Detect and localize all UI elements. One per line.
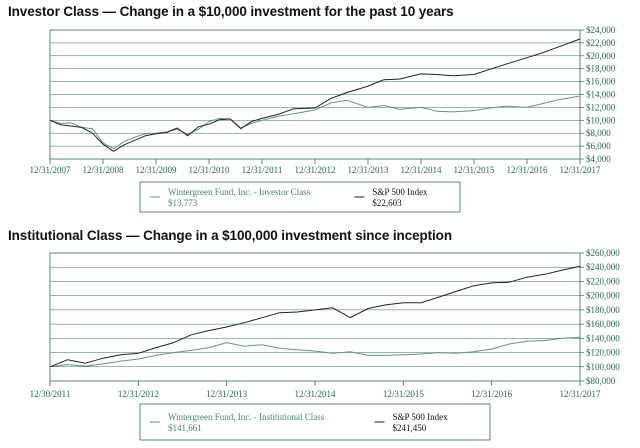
y-tick-label: $160,000 [586, 319, 620, 329]
x-tick-label: 12/31/2016 [506, 165, 548, 175]
y-tick-label: $22,000 [586, 38, 616, 48]
x-tick-label: 12/31/2013 [206, 389, 248, 399]
legend-value-fund: $141,661 [168, 423, 202, 433]
legend-value-sp500: $241,450 [393, 423, 427, 433]
legend-value-fund: $13,773 [168, 198, 198, 208]
y-tick-label: $120,000 [586, 348, 620, 358]
x-tick-label: 12/31/2013 [347, 165, 389, 175]
x-tick-label: 12/31/2007 [29, 165, 71, 175]
x-tick-label: 12/31/2012 [294, 165, 335, 175]
x-tick-label: 12/31/2012 [118, 389, 159, 399]
y-tick-label: $16,000 [586, 77, 616, 87]
x-tick-label: 12/31/2015 [383, 389, 425, 399]
plot-frame [49, 252, 581, 382]
y-tick-label: $260,000 [586, 248, 620, 258]
x-tick-label: 12/31/2014 [294, 389, 336, 399]
y-tick-label: $180,000 [586, 305, 620, 315]
y-tick-label: $6,000 [586, 141, 611, 151]
series-line-fund [49, 95, 581, 150]
y-tick-label: $200,000 [586, 291, 620, 301]
legend-label-fund: Wintergreen Fund, Inc. - Institutional C… [168, 412, 325, 422]
chart-title-investor: Investor Class — Change in a $10,000 inv… [8, 4, 454, 19]
y-tick-label: $100,000 [586, 362, 620, 372]
legend-label-fund: Wintergreen Fund, Inc. - Investor Class [168, 187, 311, 197]
y-tick-label: $12,000 [586, 102, 616, 112]
y-tick-label: $4,000 [586, 154, 611, 164]
y-tick-label: $240,000 [586, 262, 620, 272]
y-tick-label: $24,000 [586, 25, 616, 35]
legend-value-sp500: $22,603 [372, 198, 402, 208]
series-line-sp500 [49, 265, 581, 368]
series-line-fund [49, 336, 581, 368]
x-tick-label: 12/31/2010 [188, 165, 230, 175]
legend-box [139, 403, 491, 441]
y-tick-label: $10,000 [586, 115, 616, 125]
x-tick-label: 12/31/2016 [471, 389, 513, 399]
x-tick-label: 12/31/2017 [559, 389, 601, 399]
y-tick-label: $140,000 [586, 333, 620, 343]
y-tick-label: $220,000 [586, 276, 620, 286]
legend-box [139, 181, 461, 213]
x-tick-label: 12/30/2011 [30, 389, 71, 399]
x-tick-label: 12/31/2008 [82, 165, 124, 175]
chart-title-institutional: Institutional Class — Change in a $100,0… [8, 228, 452, 243]
x-tick-label: 12/31/2009 [135, 165, 177, 175]
legend-label-sp500: S&P 500 Index [393, 412, 449, 422]
y-tick-label: $18,000 [586, 64, 616, 74]
investor-class-chart: $4,000 $6,000 $8,000 $10,000 $12,000 $14,000 $… [29, 25, 616, 213]
x-tick-label: 12/31/2015 [453, 165, 495, 175]
y-tick-label: $8,000 [586, 128, 611, 138]
x-tick-label: 12/31/2017 [559, 165, 601, 175]
series-line-sp500 [49, 38, 581, 152]
legend-label-sp500: S&P 500 Index [372, 187, 428, 197]
y-tick-label: $80,000 [586, 376, 616, 386]
x-tick-label: 12/31/2014 [400, 165, 442, 175]
x-tick-label: 12/31/2011 [242, 165, 283, 175]
y-tick-label: $14,000 [586, 90, 616, 100]
y-tick-label: $20,000 [586, 51, 616, 61]
